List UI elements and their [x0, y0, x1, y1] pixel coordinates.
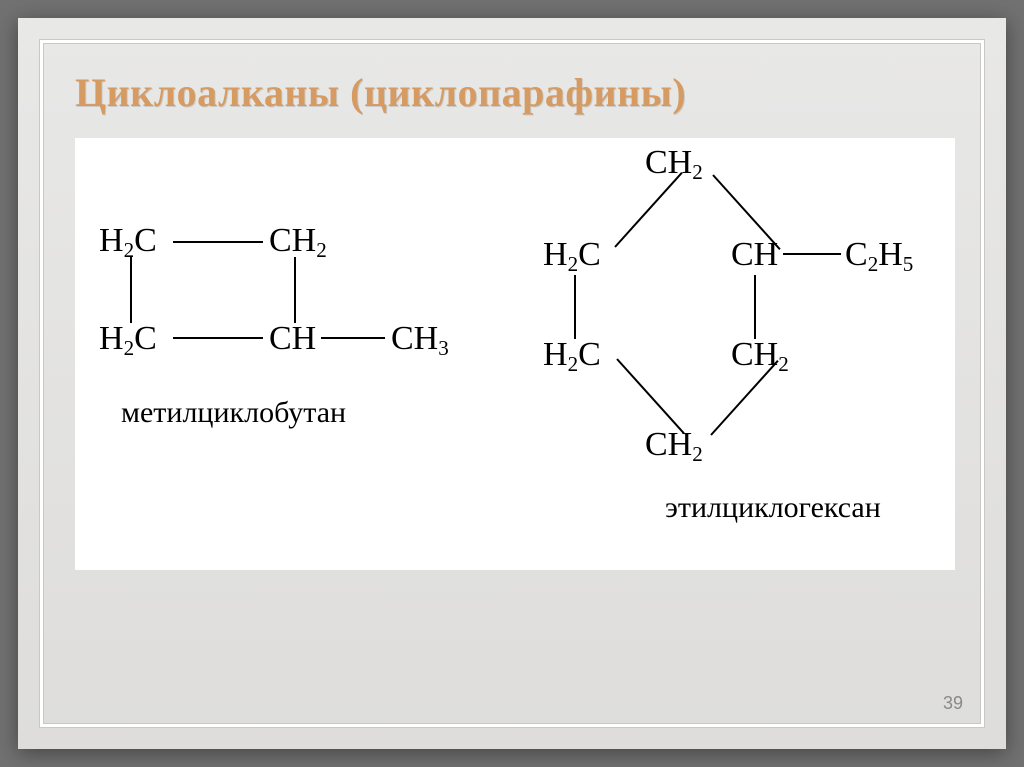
molecule-ethylcyclohexane: CH2 H2C CH C2H5 H2C CH2 CH2 этилциклогек… [515, 146, 935, 526]
atom-label: CH3 [391, 322, 449, 359]
atom-label: H2C [543, 238, 601, 275]
bond [294, 257, 296, 323]
atom-label: H2C [543, 338, 601, 375]
atom-label: CH2 [645, 146, 703, 183]
bond [754, 275, 756, 339]
bond [614, 172, 682, 248]
molecule-methylcyclobutane: H2C CH2 H2C CH CH3 метилциклобутан [99, 206, 479, 466]
atom-label: H2C [99, 224, 157, 261]
bond [321, 337, 385, 339]
slide-outer: Циклоалканы (циклопарафины) H2C CH2 H2C … [18, 18, 1006, 749]
atom-label: CH [731, 238, 778, 272]
bond [783, 253, 841, 255]
bond [574, 275, 576, 339]
bond [130, 257, 132, 323]
slide-title: Циклоалканы (циклопарафины) [75, 69, 949, 116]
molecule-caption: метилциклобутан [121, 396, 346, 430]
atom-label: CH [269, 322, 316, 356]
atom-label: CH2 [645, 428, 703, 465]
atom-label: CH2 [269, 224, 327, 261]
bond [616, 358, 684, 434]
molecule-caption: этилциклогексан [665, 491, 881, 525]
page-number: 39 [943, 693, 963, 714]
atom-label: H2C [99, 322, 157, 359]
bond [173, 241, 263, 243]
atom-label: C2H5 [845, 238, 913, 275]
atom-label: CH2 [731, 338, 789, 375]
chemistry-diagram: H2C CH2 H2C CH CH3 метилциклобутан CH2 H… [75, 138, 955, 570]
slide-frame: Циклоалканы (циклопарафины) H2C CH2 H2C … [40, 40, 984, 727]
bond [173, 337, 263, 339]
